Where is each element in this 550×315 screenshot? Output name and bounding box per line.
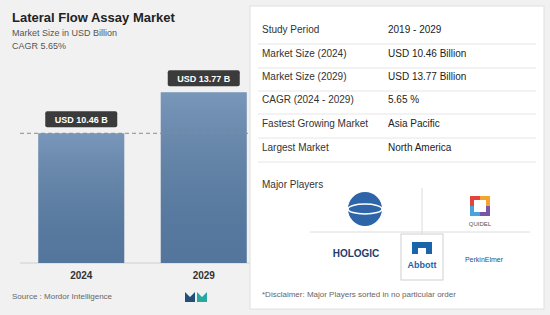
row-value: USD 13.77 Billion [388,71,466,82]
disclaimer: *Disclaimer: Major Players sorted in no … [262,290,456,299]
row-separator [258,44,536,45]
row-value: Asia Pacific [388,118,440,129]
row-separator [258,114,536,115]
logo [185,292,195,302]
title: Lateral Flow Assay Market [12,10,175,25]
logo [412,242,432,254]
row-label: Fastest Growing Market [262,118,368,129]
bar [38,133,124,263]
row-label: Market Size (2029) [262,71,346,82]
row-value: 2019 - 2029 [388,24,442,35]
row-label: Largest Market [262,142,329,153]
row-value: North America [388,142,452,153]
x-tick-label: 2024 [70,270,93,281]
logo [348,204,382,214]
source: Source : Mordor Intelligence [12,292,113,301]
row-label: CAGR (2024 - 2029) [262,94,354,105]
player-name: PerkinElmer [465,256,504,263]
players-title: Major Players [262,179,323,190]
player-name: HOLOGIC [333,248,380,259]
data-label: USD 13.77 B [177,74,231,84]
bars [20,92,265,263]
player-name: QUIDEL [469,221,492,227]
data-label-box [45,111,117,127]
bar-shade [38,133,124,263]
bar-shade [161,92,247,263]
annotation: CAGR 5.65% [12,41,66,51]
logo [348,192,382,226]
x-tick-label: 2029 [193,270,216,281]
row-value: USD 10.46 Billion [388,48,466,59]
page: Lateral Flow Assay Market Market Size in … [0,0,550,315]
row-value: 5.65 % [388,94,419,105]
logo [197,292,207,302]
divider [310,232,530,233]
row-label: Study Period [262,24,319,35]
player-name: Abbott [408,260,437,270]
row-separator [258,138,536,139]
data-label-box [168,70,240,86]
row-separator [258,162,536,163]
row-label: Market Size (2024) [262,48,346,59]
data-label: USD 10.46 B [55,115,109,125]
bar [161,92,247,263]
row-separator [258,91,536,92]
logo-box [401,234,443,280]
logo [474,200,486,212]
reference-line [20,133,265,134]
info-panel [250,6,544,309]
row-separator [258,68,536,69]
subtitle: Market Size in USD Billion [12,28,117,38]
